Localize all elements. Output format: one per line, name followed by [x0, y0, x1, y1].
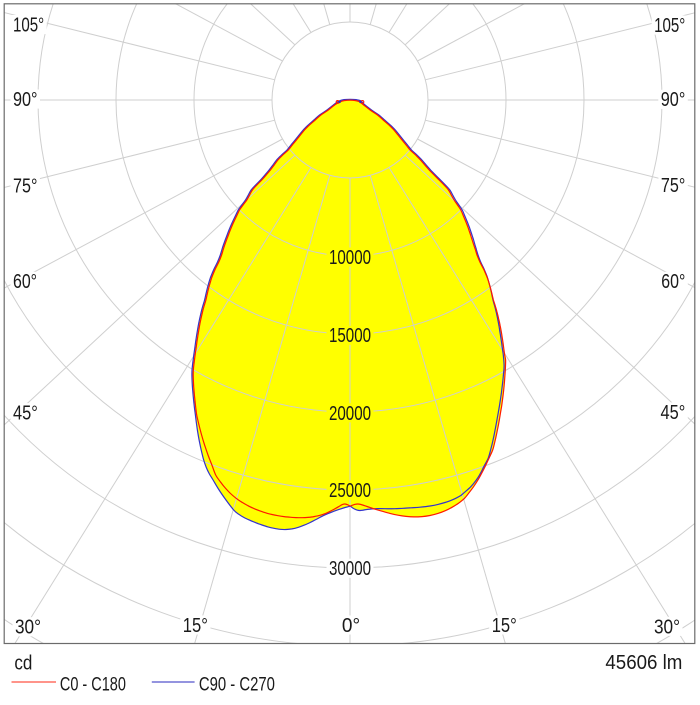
svg-text:105°: 105°	[654, 15, 685, 37]
svg-text:45°: 45°	[13, 403, 38, 425]
svg-text:15°: 15°	[183, 615, 208, 637]
svg-text:90°: 90°	[661, 89, 686, 111]
svg-text:60°: 60°	[13, 271, 37, 293]
svg-text:45°: 45°	[661, 402, 686, 424]
svg-text:75°: 75°	[661, 175, 685, 197]
svg-text:60°: 60°	[661, 271, 685, 293]
svg-text:0°: 0°	[342, 615, 360, 637]
svg-text:C0 - C180: C0 - C180	[60, 674, 126, 695]
svg-text:45606 lm: 45606 lm	[605, 652, 682, 674]
svg-text:30°: 30°	[654, 616, 680, 638]
svg-text:30000: 30000	[329, 558, 371, 580]
svg-text:75°: 75°	[13, 175, 37, 197]
svg-text:C90 - C270: C90 - C270	[199, 674, 275, 695]
svg-text:30°: 30°	[15, 617, 41, 639]
svg-text:15000: 15000	[329, 325, 371, 347]
svg-text:90°: 90°	[13, 89, 38, 111]
svg-text:15°: 15°	[492, 615, 517, 637]
svg-text:105°: 105°	[13, 14, 44, 36]
svg-text:25000: 25000	[329, 480, 371, 502]
svg-text:20000: 20000	[329, 403, 371, 425]
svg-text:cd: cd	[14, 653, 32, 675]
svg-text:10000: 10000	[329, 247, 371, 269]
